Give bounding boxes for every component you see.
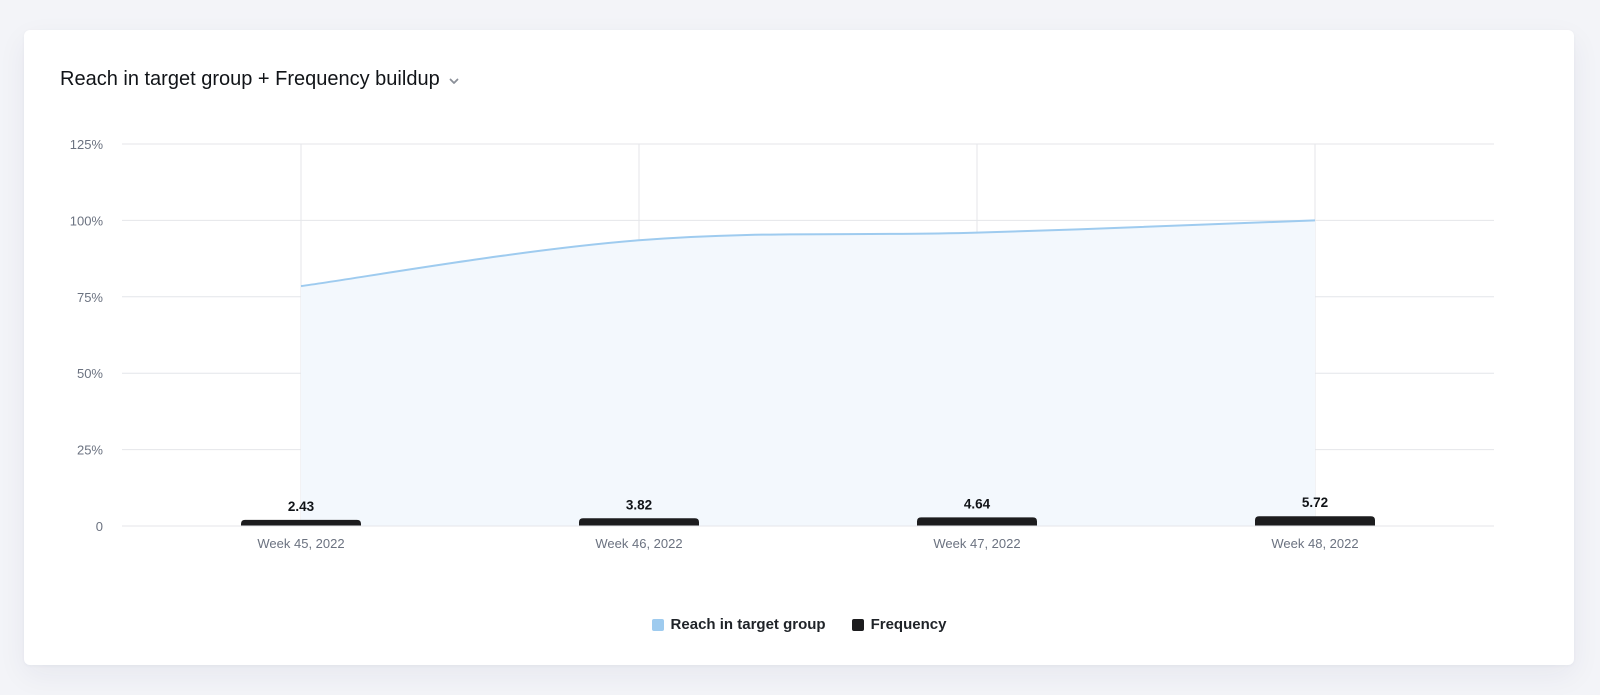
x-tick-label: Week 47, 2022 xyxy=(933,536,1020,551)
frequency-bar xyxy=(1255,516,1375,526)
frequency-bar-label: 3.82 xyxy=(626,497,652,512)
frequency-bar xyxy=(917,517,1037,526)
y-tick-label: 100% xyxy=(70,213,104,228)
y-tick-label: 50% xyxy=(77,366,103,381)
reach-line xyxy=(300,219,1316,288)
frequency-bar xyxy=(241,519,361,526)
chevron-down-icon[interactable] xyxy=(448,75,460,87)
chart-title: Reach in target group + Frequency buildu… xyxy=(60,68,440,90)
y-tick-label: 125% xyxy=(70,137,104,152)
legend-item-reach[interactable]: Reach in target group xyxy=(651,616,826,633)
y-tick-label: 25% xyxy=(77,443,103,458)
legend-swatch-frequency xyxy=(851,618,864,631)
frequency-bar-label: 4.64 xyxy=(964,496,991,511)
frequency-bar-label: 5.72 xyxy=(1302,495,1328,510)
legend-item-frequency[interactable]: Frequency xyxy=(851,616,947,633)
y-tick-label: 75% xyxy=(77,290,103,305)
chart-legend: Reach in target group Frequency xyxy=(24,616,1574,633)
x-tick-label: Week 48, 2022 xyxy=(1271,536,1358,551)
legend-label-reach: Reach in target group xyxy=(670,616,826,633)
x-tick-label: Week 46, 2022 xyxy=(595,536,682,551)
frequency-bar xyxy=(579,518,699,526)
chart-header: Reach in target group + Frequency buildu… xyxy=(60,68,460,91)
legend-label-frequency: Frequency xyxy=(870,616,947,633)
reach-frequency-chart: 0 25% 50% 75% 100% 125% 2.43 3.82 4.64 5.72 Week 4… xyxy=(70,137,1494,551)
chart-card: Reach in target group + Frequency buildu… xyxy=(24,30,1574,665)
x-tick-label: Week 45, 2022 xyxy=(257,536,344,551)
legend-swatch-reach xyxy=(651,618,664,631)
reach-area xyxy=(301,220,1315,526)
y-tick-label: 0 xyxy=(96,519,103,534)
frequency-bar-label: 2.43 xyxy=(288,499,315,514)
